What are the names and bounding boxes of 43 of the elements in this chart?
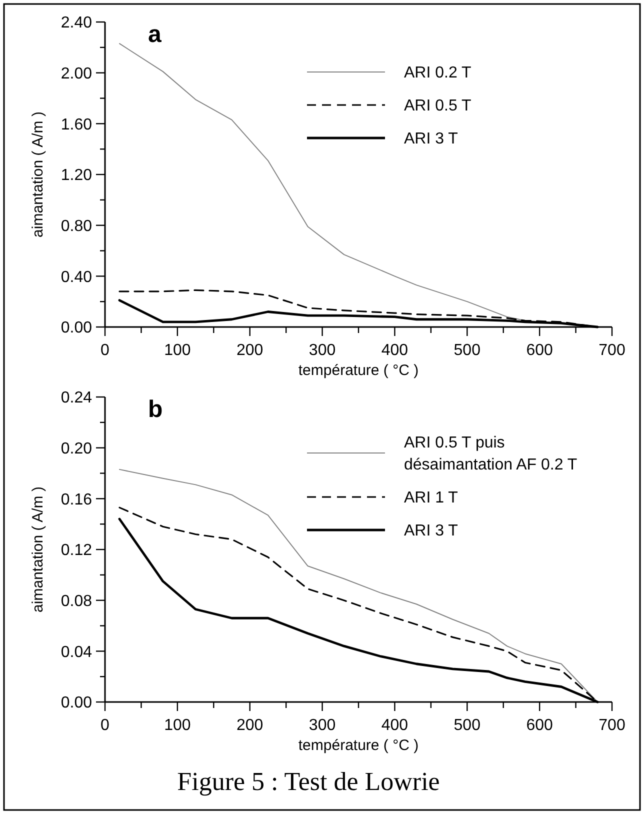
y-tick-label: 0.40 [60,268,92,286]
legend-label: ARI 3 T [404,522,458,540]
y-tick-label: 0.00 [60,320,92,337]
y-tick-label: 1.20 [60,167,92,184]
x-axis-title: température ( °C ) [298,737,419,754]
legend-label: ARI 3 T [404,130,458,148]
x-tick-label: 300 [308,717,336,734]
y-tick-label: 0.24 [60,390,92,407]
x-tick-label: 100 [164,342,191,359]
x-tick-label: 200 [236,342,264,359]
y-tick-label: 2.00 [60,65,92,82]
chart-title: a [148,21,162,48]
y-tick-label: 0.12 [60,542,92,560]
x-tick-label: 400 [381,342,408,359]
legend-label: ARI 0.2 T [404,64,472,82]
x-tick-label: 0 [100,717,110,734]
legend-label: ARI 0.5 T puis désaimantation AF 0.2 T [404,434,578,474]
x-tick-label: 0 [100,342,110,359]
y-tick-label: 1.60 [60,116,92,134]
x-tick-label: 200 [236,717,264,734]
x-tick-label: 500 [454,717,481,734]
x-tick-label: 500 [454,342,481,359]
x-tick-label: 100 [164,717,191,734]
y-tick-label: 0.16 [60,491,92,508]
y-tick-label: 0.00 [60,694,92,712]
caption: Figure 5 : Test de Lowrie [177,767,440,796]
x-tick-label: 400 [381,717,408,734]
x-tick-label: 700 [598,717,626,734]
y-tick-label: 0.08 [60,592,92,610]
legend-label: ARI 1 T [404,490,458,507]
x-tick-label: 600 [526,342,554,359]
y-tick-label: 0.80 [60,218,92,235]
x-tick-label: 600 [526,717,554,734]
chart-title: b [148,396,163,423]
y-axis-title: aimantation ( A/m ) [29,112,46,238]
x-tick-label: 300 [308,342,336,359]
y-tick-label: 2.40 [60,14,92,32]
y-tick-label: 0.04 [60,644,92,661]
legend-label: ARI 0.5 T [404,98,472,115]
y-axis-title: aimantation ( A/m ) [29,486,46,612]
x-tick-label: 700 [598,342,626,359]
y-tick-label: 0.20 [60,440,92,458]
x-axis-title: température ( °C ) [298,362,419,379]
